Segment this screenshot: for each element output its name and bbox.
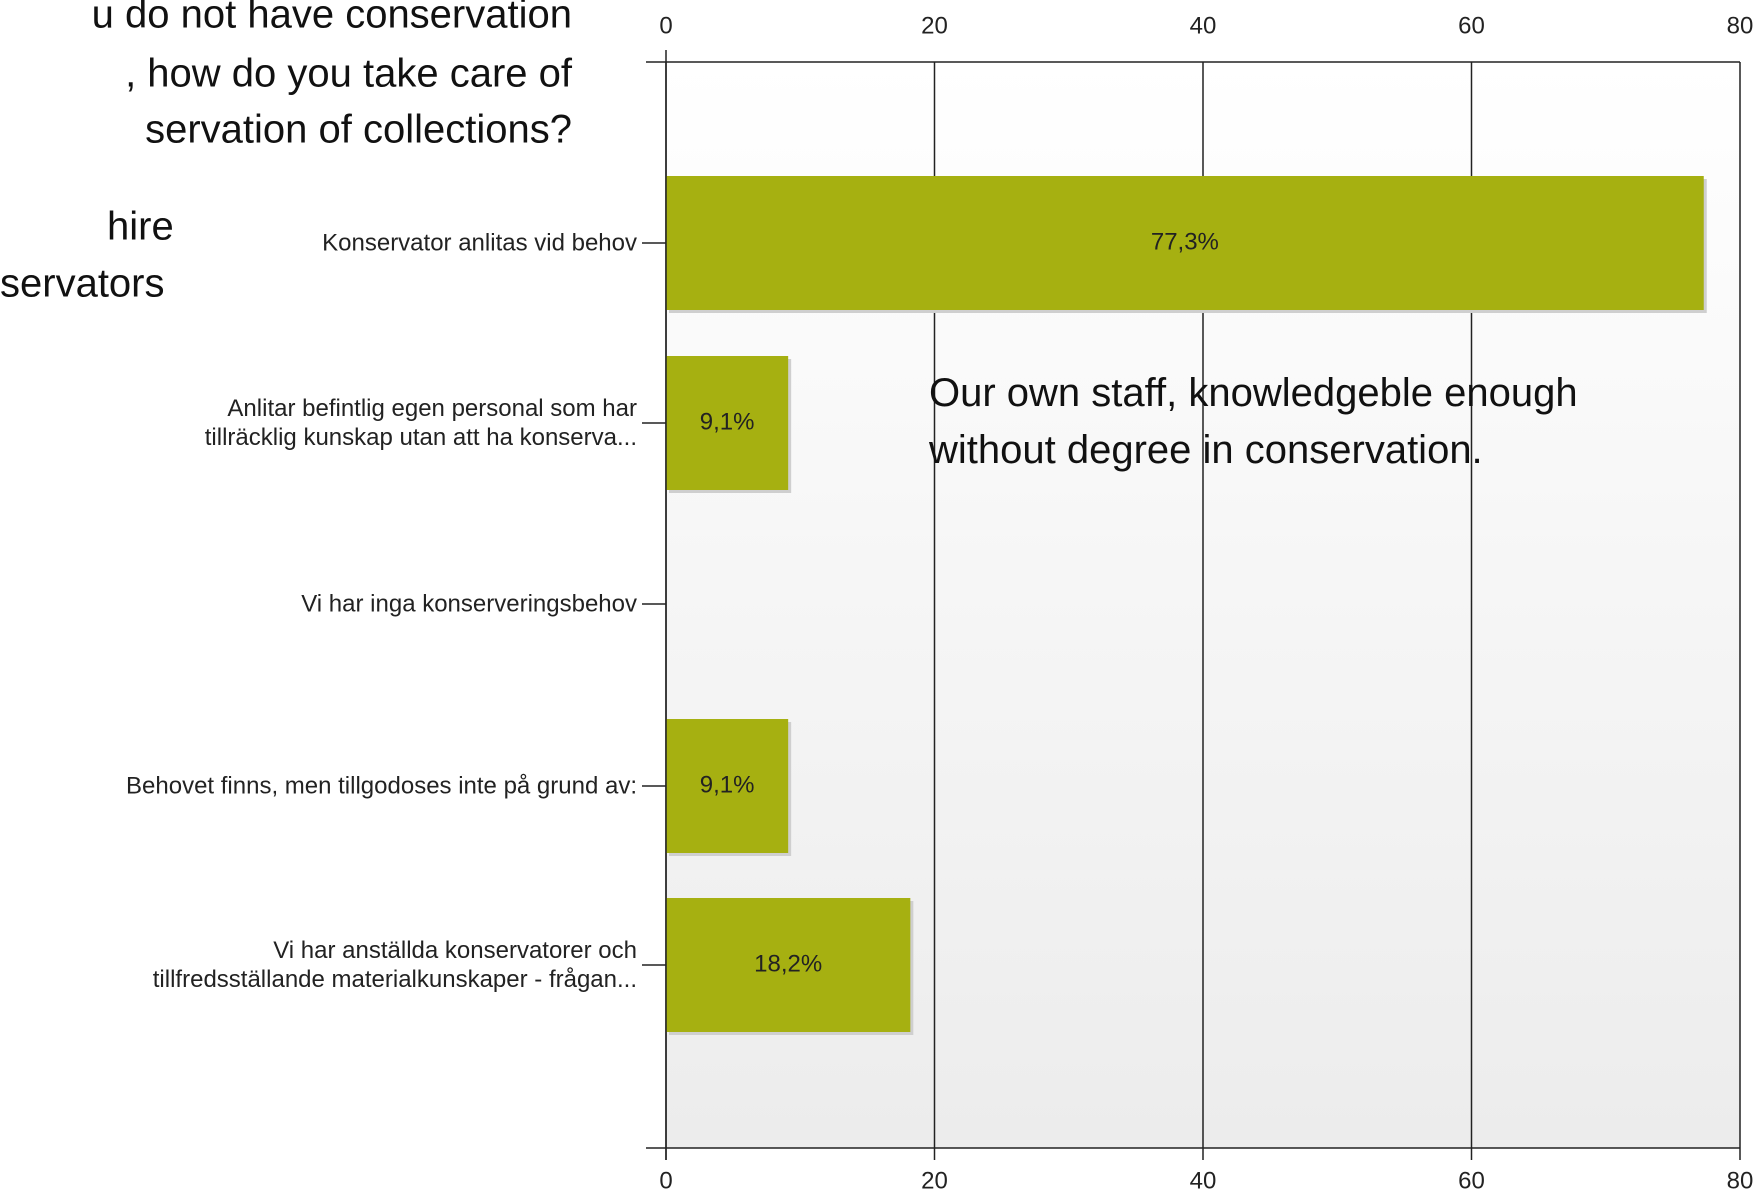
annotation: , how do you take care of (125, 52, 573, 96)
bar (666, 356, 789, 490)
y-tick-label: Behovet finns, men tillgodoses inte på g… (126, 772, 637, 800)
annotation: servators (0, 262, 165, 306)
annotation: servation of collections? (145, 108, 572, 152)
annotation: Our own staff, knowledgeble enough witho… (929, 371, 1578, 472)
x-tick-label: 60 (1458, 12, 1485, 39)
y-tick-label: Konservator anlitas vid behov (322, 229, 637, 257)
bar (666, 898, 911, 1032)
x-tick-label: 40 (1190, 1167, 1217, 1194)
value-label: 18,2% (754, 950, 822, 977)
x-tick-label: 20 (921, 1167, 948, 1194)
bar (666, 176, 1704, 310)
y-tick-label: Vi har inga konserveringsbehov (301, 590, 637, 618)
x-tick-label: 20 (921, 12, 948, 39)
y-tick-label: Anlitar befintlig egen personal som har … (204, 395, 637, 451)
y-tick-label: Vi har anställda konservatorer och tillf… (152, 937, 637, 993)
x-tick-label: 80 (1727, 12, 1754, 39)
value-label: 77,3% (1151, 228, 1219, 255)
value-label: 9,1% (700, 771, 755, 798)
value-label: 9,1% (700, 408, 755, 435)
x-tick-label: 0 (659, 1167, 672, 1194)
bar (666, 719, 789, 853)
x-tick-label: 40 (1190, 12, 1217, 39)
annotation: hire (107, 205, 174, 249)
x-tick-label: 80 (1727, 1167, 1754, 1194)
x-tick-label: 0 (659, 12, 672, 39)
x-tick-label: 60 (1458, 1167, 1485, 1194)
annotation: u do not have conservation (92, 0, 572, 37)
